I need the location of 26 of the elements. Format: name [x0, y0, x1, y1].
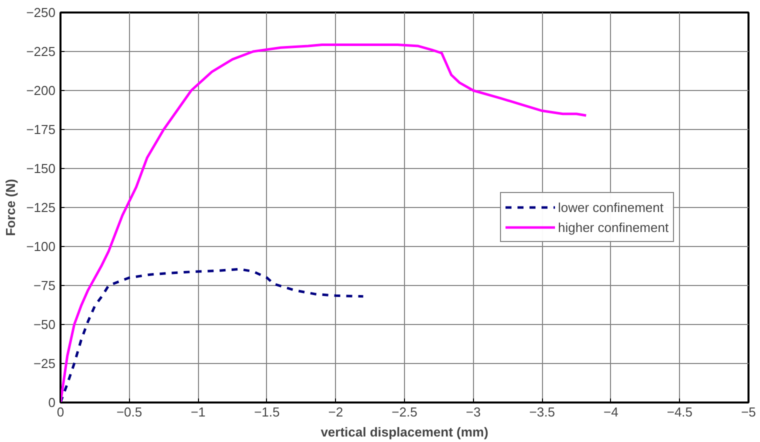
y-tick-label: −100: [26, 239, 56, 254]
x-tick-label: −2.5: [392, 404, 418, 420]
x-tick-label: −2: [328, 404, 344, 420]
y-tick-label: −175: [26, 122, 56, 137]
y-tick-label: −200: [26, 83, 56, 98]
y-tick-label: −25: [33, 356, 56, 371]
x-tick-label: −4.5: [666, 404, 693, 420]
y-tick-label: −125: [26, 200, 56, 215]
x-tick-label: −1.5: [254, 404, 280, 420]
y-tick-label: −150: [26, 161, 56, 176]
y-tick-label: −75: [33, 278, 56, 293]
x-tick-label: −0.5: [116, 404, 142, 420]
x-tick-label: −5: [741, 404, 756, 420]
y-tick-label: −225: [26, 44, 56, 59]
x-axis-title: vertical displacement (mm): [320, 424, 488, 440]
y-axis-title: Force (N): [3, 178, 18, 236]
y-tick-label: −250: [26, 5, 56, 20]
legend-label: lower confinement: [558, 200, 664, 214]
x-tick-label: −3: [466, 404, 481, 420]
y-tick-label: 0: [48, 395, 56, 410]
x-tick-label: −3.5: [529, 404, 555, 420]
line-series: [60, 268, 364, 402]
y-tick-label: −50: [33, 317, 56, 332]
x-tick-label: −4: [603, 404, 618, 420]
legend-label: higher confinement: [558, 220, 669, 234]
x-tick-label: −1: [190, 404, 206, 420]
